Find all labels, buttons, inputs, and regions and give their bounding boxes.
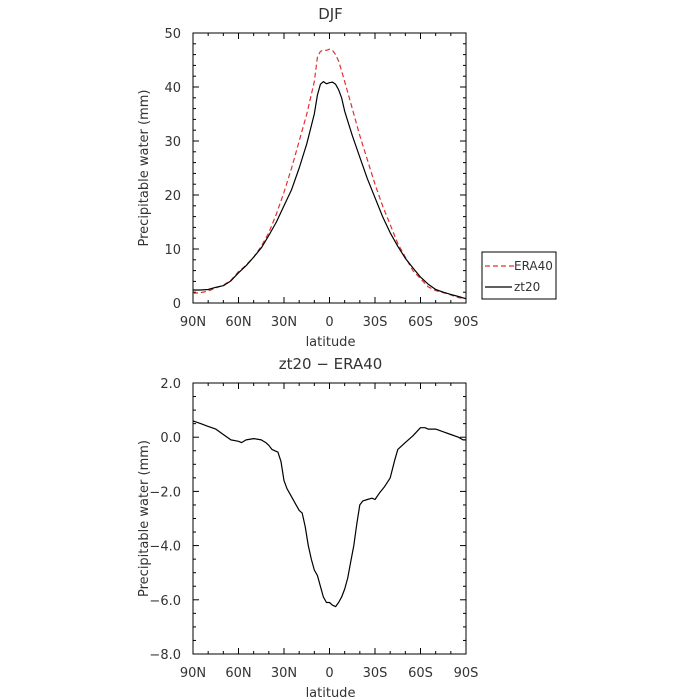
p1-y-tick-label: 0.0 — [160, 431, 181, 446]
p1-y-tick-label: 2.0 — [160, 377, 181, 392]
p1-series-line-zt20-era40 — [192, 420, 466, 608]
p1-y-axis-label: Precipitable water (mm) — [137, 440, 152, 597]
p0-y-tick-label: 50 — [164, 27, 181, 42]
p1-y-tick-label: −6.0 — [149, 594, 181, 609]
p0-x-axis-label: latitude — [306, 335, 356, 350]
p1-plot-frame — [192, 382, 467, 655]
p0-x-tick-label: 0 — [325, 315, 333, 330]
legend: ERA40 zt20 — [481, 251, 557, 300]
p0-y-axis-label: Precipitable water (mm) — [137, 90, 152, 247]
bottom-panel-difference: 90N 60N 30N 0 30S 60S 90S 2.0 0.0 −2.0 −4.0 −6.0 −8.… — [137, 355, 478, 700]
p1-x-tick-label: 60S — [408, 666, 433, 681]
p1-chart-title: zt20 − ERA40 — [279, 355, 383, 373]
p0-series-line-zt20 — [193, 80, 467, 300]
legend-box — [481, 251, 557, 300]
p1-x-axis-label: latitude — [306, 686, 356, 700]
p1-y-tick-label: −4.0 — [149, 540, 181, 555]
p1-x-tick-label: 90N — [180, 666, 206, 681]
p0-x-tick-label: 60N — [225, 315, 251, 330]
p0-x-tick-label: 90S — [454, 315, 479, 330]
p0-series-line-era40 — [192, 48, 467, 300]
p1-x-tick-label: 60N — [225, 666, 251, 681]
p1-x-tick-label: 90S — [454, 666, 479, 681]
p1-x-tick-label: 0 — [325, 666, 333, 681]
p0-y-tick-label: 20 — [164, 189, 181, 204]
p1-y-tick-label: −2.0 — [149, 485, 181, 500]
top-panel-djf: 90N 60N 30N 0 30S 60S 90S 0 10 20 30 40 50 DJF latitud… — [137, 5, 478, 350]
p1-x-tick-label: 30N — [271, 666, 297, 681]
p0-y-tick-label: 10 — [164, 243, 181, 258]
legend-label-era40: ERA40 — [514, 259, 553, 273]
p0-x-tick-label: 30N — [271, 315, 297, 330]
legend-label-zt20: zt20 — [514, 280, 540, 294]
p0-x-tick-label: 60S — [408, 315, 433, 330]
p0-x-tick-label: 30S — [363, 315, 388, 330]
p0-y-tick-label: 30 — [164, 135, 181, 150]
p0-plot-frame — [192, 32, 467, 304]
p0-y-tick-label: 0 — [173, 297, 181, 312]
p0-y-tick-label: 40 — [164, 81, 181, 96]
p0-x-tick-label: 90N — [180, 315, 206, 330]
p1-x-tick-label: 30S — [363, 666, 388, 681]
p1-y-tick-label: −8.0 — [149, 648, 181, 663]
p0-chart-title: DJF — [318, 5, 343, 23]
